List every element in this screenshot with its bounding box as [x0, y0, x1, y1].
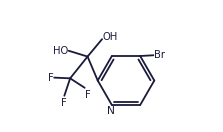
Text: F: F [61, 98, 66, 108]
Text: OH: OH [102, 32, 118, 42]
Text: N: N [107, 106, 115, 116]
Text: Br: Br [154, 50, 165, 60]
Text: F: F [48, 73, 54, 83]
Text: HO: HO [53, 46, 68, 56]
Text: F: F [85, 90, 91, 100]
